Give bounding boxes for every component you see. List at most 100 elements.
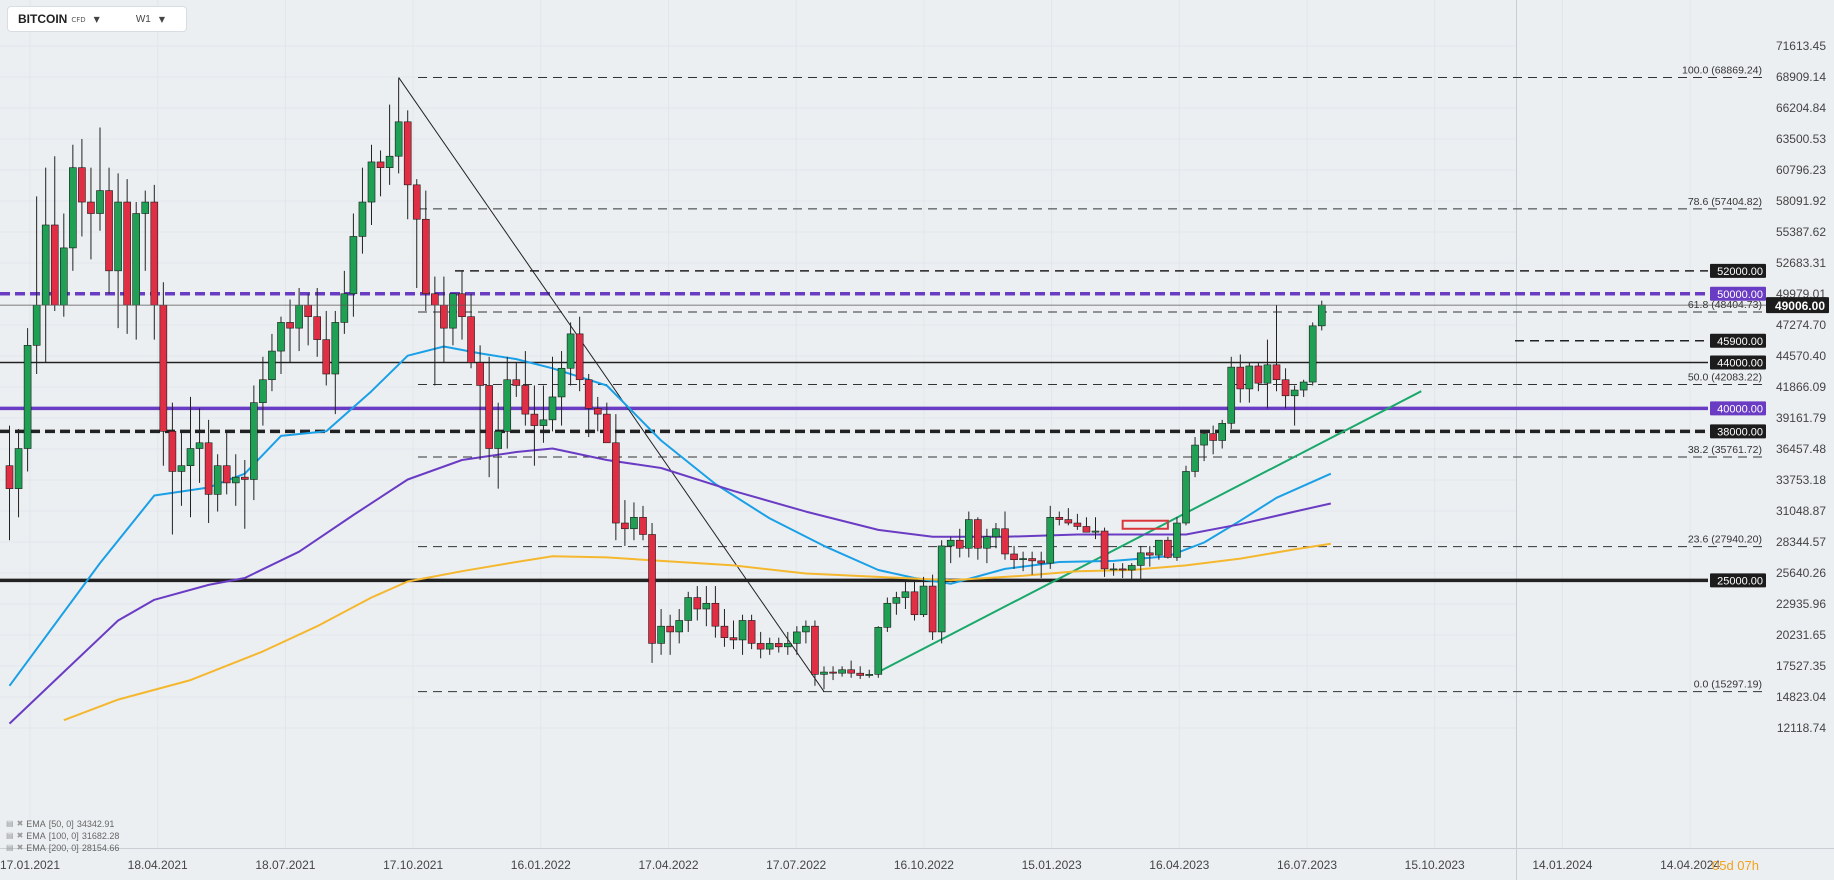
candle-body	[575, 333, 584, 381]
candle-body	[241, 476, 249, 480]
candle-body	[331, 322, 340, 375]
candle-body	[1245, 365, 1254, 390]
x-tick-label: 17.01.2021	[0, 858, 60, 872]
consolidation-box	[1121, 519, 1169, 530]
candle-body	[1299, 381, 1308, 391]
candle-body	[78, 167, 86, 203]
candle-body	[467, 316, 475, 363]
x-tick-label: 15.01.2023	[1022, 858, 1082, 872]
y-tick-label: 60796.23	[1776, 163, 1826, 177]
settings-icon[interactable]: ▤	[6, 831, 14, 840]
candle-body	[59, 247, 68, 306]
candle-body	[259, 379, 267, 403]
candle-body	[177, 465, 186, 472]
price-level-badge-label: 25000.00	[1717, 575, 1763, 587]
candle-body	[1019, 558, 1027, 561]
candle-body	[440, 304, 448, 329]
candle-body	[928, 585, 937, 633]
x-tick-label: 16.01.2022	[511, 858, 571, 872]
y-tick-label: 12118.74	[1777, 721, 1826, 735]
y-tick-label: 20231.65	[1776, 628, 1826, 642]
ema-line	[8, 345, 1332, 687]
candle-body	[793, 631, 801, 644]
x-tick-label: 16.10.2022	[894, 858, 954, 872]
y-tick-label: 68909.14	[1776, 70, 1826, 84]
candle-body	[1155, 539, 1163, 556]
candle-body	[1200, 433, 1208, 446]
candle-body	[1146, 552, 1154, 556]
y-tick-label: 52683.31	[1776, 256, 1826, 270]
candle-body	[530, 413, 539, 426]
candle-body	[14, 448, 23, 489]
y-tick-label: 44570.40	[1776, 349, 1826, 363]
x-tick-label: 14.04.2024	[1660, 858, 1720, 872]
fibonacci-level-label: 50.0 (42083.22)	[1688, 372, 1762, 384]
settings-icon[interactable]: ▤	[6, 819, 14, 828]
symbol-selector[interactable]: BITCOIN CFD ▼ W1 ▼	[8, 7, 186, 31]
settings-icon[interactable]: ▤	[6, 843, 14, 852]
y-tick-label: 36457.48	[1776, 442, 1826, 456]
candle-body	[32, 304, 41, 346]
candle-body	[1191, 444, 1199, 472]
close-icon[interactable]: ✖	[16, 819, 24, 828]
candle-body	[250, 402, 258, 480]
candle-body	[213, 465, 222, 495]
x-tick-label: 18.07.2021	[255, 858, 315, 872]
candle-body	[992, 528, 1000, 538]
price-level-badge-label: 50000.00	[1717, 289, 1763, 301]
fibonacci-level-label: 78.6 (57404.82)	[1688, 196, 1762, 208]
legend-row: ▤ ✖ EMA [50, 0] 34342.91	[6, 818, 119, 830]
symbol-name: BITCOIN	[18, 12, 68, 26]
candle-body	[340, 293, 349, 323]
candle-body	[313, 316, 322, 340]
y-tick-label: 22935.96	[1776, 597, 1826, 611]
candle-body	[566, 333, 575, 369]
candle-body	[87, 201, 95, 214]
price-level-badge-label: 38000.00	[1717, 426, 1763, 438]
candle-body	[50, 224, 59, 306]
legend-row: ▤ ✖ EMA [200, 0] 28154.66	[6, 842, 119, 854]
y-tick-label: 58091.92	[1776, 194, 1826, 208]
candle-body	[1218, 422, 1226, 441]
chevron-down-icon[interactable]: ▼	[93, 14, 100, 24]
close-icon[interactable]: ✖	[16, 843, 24, 852]
candle-body	[774, 643, 783, 648]
candle-body	[277, 322, 285, 352]
fibonacci-level-label: 38.2 (35761.72)	[1688, 444, 1762, 456]
candle-body	[159, 304, 168, 432]
y-tick-label: 14823.04	[1776, 690, 1826, 704]
candle-body	[521, 385, 530, 415]
timeframe-chevron-down-icon[interactable]: ▼	[158, 14, 165, 24]
price-level-badge	[1710, 263, 1766, 278]
legend-row: ▤ ✖ EMA [100, 0] 31682.28	[6, 830, 119, 842]
candle-body	[955, 539, 964, 549]
candle-body	[901, 591, 910, 598]
y-tick-label: 66204.84	[1776, 101, 1826, 115]
candle-body	[783, 643, 792, 648]
timeframe-selector[interactable]: W1	[135, 13, 151, 25]
candle-body	[476, 362, 484, 386]
candle-body	[1100, 530, 1109, 570]
bar-countdown: 05d 07h	[1712, 858, 1759, 873]
price-level-badge	[1710, 355, 1766, 370]
candle-body	[1037, 560, 1045, 564]
candle-body	[693, 597, 702, 610]
candle-body	[593, 408, 602, 415]
fibonacci-level-label: 100.0 (68869.24)	[1682, 64, 1762, 76]
y-tick-label: 71613.45	[1776, 39, 1826, 53]
candle-body	[892, 597, 901, 604]
candle-body	[1236, 366, 1245, 390]
candle-body	[222, 465, 231, 484]
candle-body	[141, 201, 150, 214]
candle-body	[168, 431, 177, 472]
candle-body	[874, 627, 883, 675]
candle-body	[1010, 553, 1018, 561]
candle-body	[231, 476, 240, 484]
price-level-badge-label: 52000.00	[1717, 266, 1763, 278]
symbol-type: CFD	[71, 16, 86, 24]
x-tick-label: 18.04.2021	[128, 858, 188, 872]
candle-body	[820, 671, 828, 675]
close-icon[interactable]: ✖	[16, 831, 24, 840]
candle-body	[756, 643, 765, 650]
